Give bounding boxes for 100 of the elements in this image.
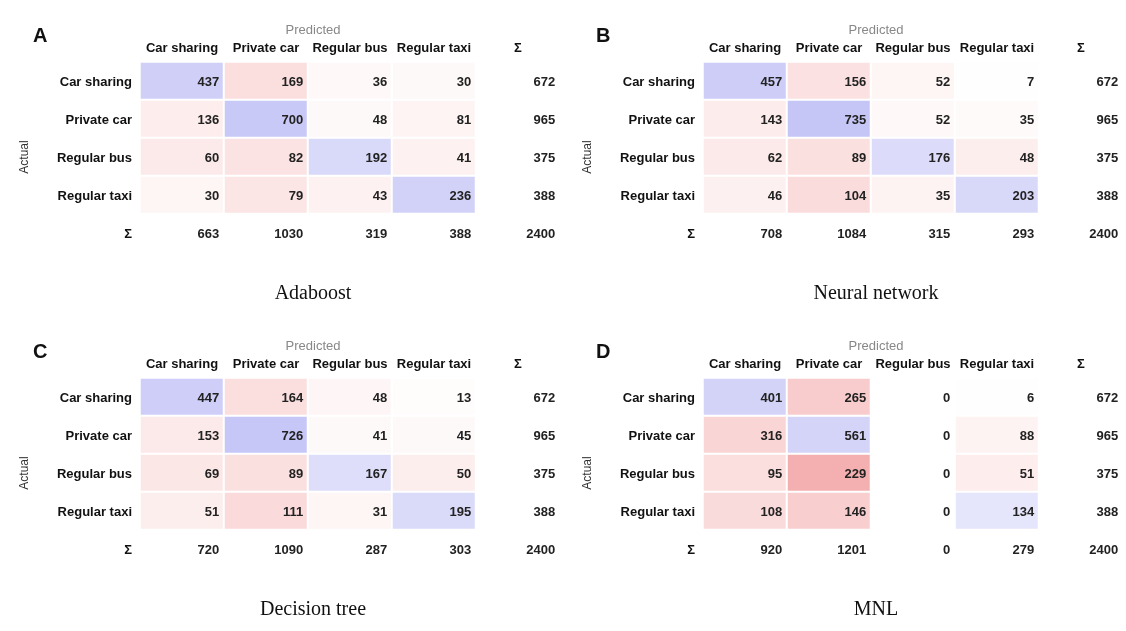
y-axis-title: Actual <box>580 456 594 490</box>
data-label: 965 <box>1096 111 1119 127</box>
data-label: 388 <box>449 225 472 241</box>
x-axis-title: Predicted <box>848 338 904 353</box>
data-label: 965 <box>1096 427 1119 443</box>
data-label: 176 <box>928 149 951 165</box>
x-axis-title: Predicted <box>285 338 341 353</box>
data-label: 401 <box>760 389 783 405</box>
data-label: 89 <box>288 465 304 481</box>
y-tick-label: Regular bus <box>619 149 695 165</box>
x-tick-label: Regular bus <box>875 356 951 371</box>
data-label: 0 <box>943 465 951 481</box>
y-axis-title: Actual <box>17 140 31 174</box>
data-label: 48 <box>372 111 388 127</box>
data-label: 46 <box>767 187 783 203</box>
data-label: 1030 <box>274 225 304 241</box>
data-label: 30 <box>456 73 472 89</box>
x-tick-label: Car sharing <box>708 40 782 55</box>
data-label: 48 <box>372 389 388 405</box>
y-tick-label: Regular taxi <box>57 187 132 203</box>
data-label: 279 <box>1012 541 1035 557</box>
data-label: 293 <box>1012 225 1035 241</box>
data-label: 303 <box>449 541 472 557</box>
data-label: 375 <box>533 149 556 165</box>
data-label: 203 <box>1012 187 1035 203</box>
chart-title: C <box>33 340 48 362</box>
y-tick-label: Regular taxi <box>620 187 695 203</box>
data-label: 60 <box>204 149 220 165</box>
data-label: 134 <box>1012 503 1036 519</box>
x-tick-label: Car sharing <box>708 356 782 371</box>
data-label: 1201 <box>837 541 867 557</box>
data-label: 48 <box>1019 149 1035 165</box>
y-tick-label: Σ <box>687 541 696 557</box>
data-label: 62 <box>767 149 783 165</box>
x-tick-label: Regular bus <box>312 356 388 371</box>
data-label: 1084 <box>837 225 868 241</box>
data-label: 437 <box>197 73 220 89</box>
data-label: 51 <box>204 503 220 519</box>
data-label: 375 <box>533 465 556 481</box>
data-label: 43 <box>372 187 388 203</box>
data-label: 52 <box>935 73 951 89</box>
data-label: 457 <box>760 73 783 89</box>
x-tick-label: Car sharing <box>145 356 219 371</box>
data-label: 0 <box>943 541 951 557</box>
chart-title: B <box>596 24 611 46</box>
x-axis-title: Predicted <box>285 22 341 37</box>
data-label: 69 <box>204 465 220 481</box>
x-axis-title: Predicted <box>848 22 904 37</box>
y-tick-label: Σ <box>124 225 133 241</box>
data-label: 920 <box>760 541 783 557</box>
data-label: 35 <box>935 187 951 203</box>
x-tick-label: Car sharing <box>145 40 219 55</box>
data-label: 6 <box>1027 389 1035 405</box>
data-label: 31 <box>372 503 388 519</box>
data-label: 672 <box>533 389 556 405</box>
data-label: 388 <box>1096 187 1119 203</box>
x-tick-label: Private car <box>232 40 300 55</box>
y-tick-label: Car sharing <box>59 389 133 405</box>
x-tick-label: Private car <box>795 356 863 371</box>
y-tick-label: Σ <box>687 225 696 241</box>
data-label: 965 <box>533 111 556 127</box>
data-label: 50 <box>456 465 472 481</box>
data-label: 36 <box>372 73 388 89</box>
data-label: 561 <box>844 427 867 443</box>
y-axis-title: Actual <box>17 456 31 490</box>
text: Neural network <box>813 281 939 303</box>
data-label: 35 <box>1019 111 1035 127</box>
y-tick-label: Σ <box>124 541 133 557</box>
data-label: 2400 <box>526 541 556 557</box>
data-label: 167 <box>365 465 388 481</box>
data-label: 108 <box>760 503 783 519</box>
x-tick-label: Regular bus <box>875 40 951 55</box>
data-label: 41 <box>456 149 472 165</box>
x-tick-label: Regular taxi <box>959 40 1035 55</box>
data-label: 315 <box>928 225 951 241</box>
x-tick-label: Private car <box>232 356 300 371</box>
data-label: 95 <box>767 465 783 481</box>
data-label: 672 <box>533 73 556 89</box>
data-label: 104 <box>844 187 868 203</box>
x-tick-label: Private car <box>795 40 863 55</box>
data-label: 316 <box>760 427 783 443</box>
x-tick-label: Regular taxi <box>396 356 472 371</box>
data-label: 265 <box>844 389 867 405</box>
data-label: 192 <box>365 149 388 165</box>
data-label: 195 <box>449 503 472 519</box>
data-label: 1090 <box>274 541 304 557</box>
data-label: 164 <box>281 389 305 405</box>
data-label: 663 <box>197 225 220 241</box>
data-label: 726 <box>281 427 304 443</box>
data-label: 236 <box>449 187 472 203</box>
data-label: 111 <box>282 503 304 519</box>
data-label: 143 <box>760 111 783 127</box>
data-label: 388 <box>533 503 556 519</box>
text: MNL <box>853 597 899 619</box>
y-tick-label: Private car <box>65 427 132 443</box>
y-tick-label: Car sharing <box>622 73 696 89</box>
data-label: 965 <box>533 427 556 443</box>
x-tick-label: Σ <box>514 356 523 371</box>
y-tick-label: Private car <box>628 111 695 127</box>
data-label: 708 <box>760 225 783 241</box>
